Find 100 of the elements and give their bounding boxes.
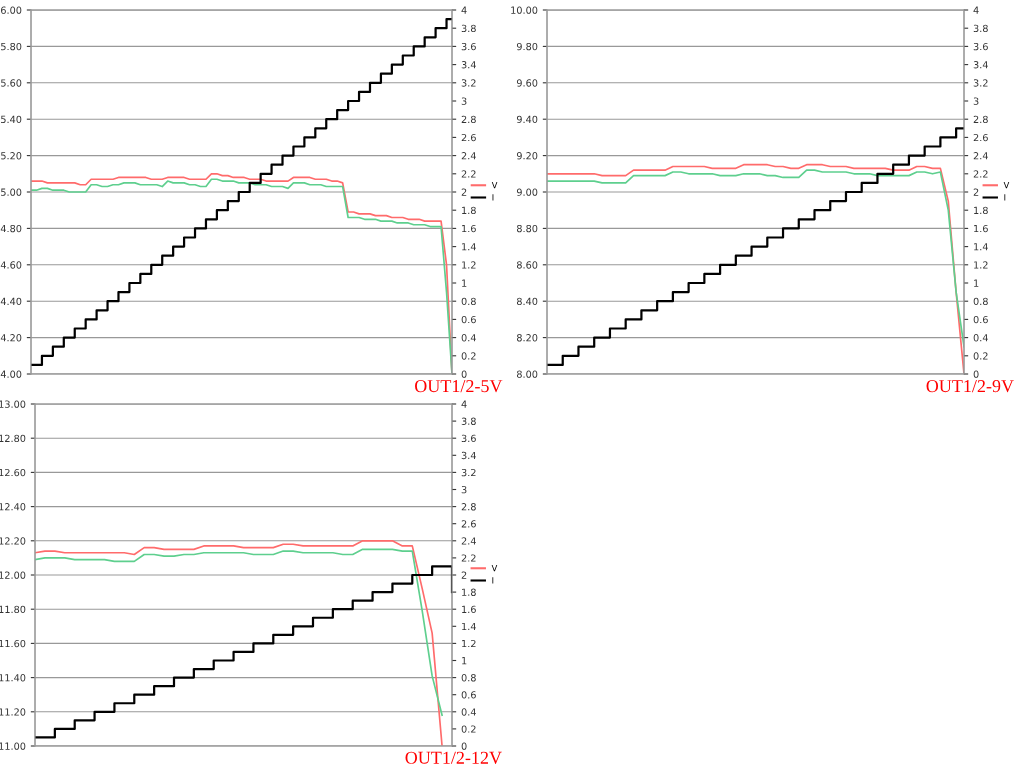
y-tick-label: 4.40 [0,297,22,306]
y-tick-label: 4.60 [0,261,22,269]
y2-tick-label: 2.2 [973,170,988,178]
y-tick-label: 10.00 [511,6,538,14]
y2-tick-label: 0.8 [461,674,476,682]
y2-tick-label: 4 [461,400,467,408]
y2-tick-label: 2.8 [973,115,988,124]
y2-tick-label: 2.6 [461,133,476,142]
y2-tick-label: 3 [461,485,467,494]
y2-tick-label: 1.2 [462,639,476,648]
y2-tick-label: 0.6 [973,315,988,324]
y2-tick-label: 0.6 [461,691,476,699]
y-tick-label: 11.20 [0,708,26,716]
y2-tick-label: 0.8 [461,297,476,306]
y2-tick-label: 3.2 [461,468,476,477]
y2-tick-label: 3.2 [461,79,476,87]
y2-tick-label: 1.4 [462,622,476,630]
y-tick-label: 8.60 [516,261,538,269]
y2-tick-label: 2.4 [461,537,476,545]
y2-tick-label: 3 [973,97,979,105]
y-tick-label: 6.00 [1,6,22,14]
y2-tick-label: 4 [973,6,979,14]
y-tick-label: 9.80 [516,42,538,51]
y2-tick-label: 0.4 [461,708,476,716]
y-tick-label: 9.60 [516,79,538,87]
y-tick-label: 4.00 [0,370,22,378]
y2-tick-label: 2.2 [461,554,476,562]
legend-label: I [492,194,494,201]
y-tick-label: 11.40 [0,674,26,682]
y2-tick-label: 1.8 [974,206,988,215]
y-tick-label: 8.00 [516,370,538,378]
y2-tick-label: 1.6 [974,224,988,233]
y2-tick-label: 2 [973,188,979,196]
y2-tick-label: 2.8 [461,503,476,511]
y-tick-label: 8.80 [516,224,538,233]
y2-tick-label: 2 [461,571,467,579]
y-tick-label: 12.20 [0,537,26,545]
legend-label: I [1004,194,1006,201]
legend-label: V [491,182,498,189]
y2-tick-label: 3.6 [973,42,988,51]
y2-tick-label: 2.6 [973,133,988,142]
y2-tick-label: 2.6 [461,520,476,528]
y2-tick-label: 2.2 [461,170,476,178]
y2-tick-label: 3.2 [973,79,988,87]
y2-tick-label: 1.4 [974,243,988,251]
y2-tick-label: 1.2 [974,261,988,269]
y2-tick-label: 0 [973,370,979,378]
y2-tick-label: 1.6 [462,224,476,233]
legend-label: V [491,565,498,572]
y2-tick-label: 0.4 [461,334,476,342]
y-tick-label: 9.00 [516,188,538,196]
y-tick-label: 9.20 [516,152,538,160]
y2-tick-label: 1 [462,279,467,287]
text: OUT1/2-5V [415,380,503,393]
y2-tick-label: 1.8 [462,206,476,215]
y2-tick-label: 2 [461,188,467,196]
y-tick-label: 5.80 [1,42,22,51]
y-tick-label: 11.60 [0,639,26,648]
y-tick-label: 5.40 [1,115,22,124]
y2-tick-label: 1 [974,279,979,287]
y2-tick-label: 3.8 [461,24,476,33]
y2-tick-label: 1.4 [462,243,476,251]
y-tick-label: 5.60 [1,79,22,87]
y-tick-label: 4.20 [0,334,22,342]
text: OUT1/2-12V [405,751,502,764]
y-tick-label: 12.00 [0,571,26,579]
y-tick-label: 5.20 [1,152,22,160]
y2-tick-label: 3.6 [461,434,476,443]
y2-tick-label: 4 [461,6,467,14]
y2-tick-label: 1 [462,657,467,665]
y2-tick-label: 2.8 [461,115,476,124]
y2-tick-label: 0.4 [973,334,988,342]
y2-tick-label: 3.8 [973,24,988,33]
y-tick-label: 12.80 [0,434,26,443]
line-series [35,539,443,746]
text: OUT1/2-9V [926,380,1014,393]
y-tick-label: 8.20 [516,334,538,342]
y2-tick-label: 0.2 [973,352,988,360]
y2-tick-label: 2.4 [461,152,476,160]
y2-tick-label: 0.6 [461,315,476,324]
y-tick-label: 9.40 [516,115,538,124]
y-tick-label: 5.00 [1,188,22,196]
y2-tick-label: 3.4 [461,451,476,460]
y-tick-label: 8.40 [516,297,538,306]
y-tick-label: 12.40 [0,503,26,511]
line-series [35,548,443,717]
y-tick-label: 11.80 [0,605,26,614]
y-tick-label: 11.00 [0,742,26,750]
y2-tick-label: 1.6 [462,605,476,614]
y-tick-label: 4.80 [0,224,22,233]
y2-tick-label: 3.4 [461,61,476,69]
y2-tick-label: 3.4 [973,61,988,69]
legend-label: V [1003,182,1010,189]
y-tick-label: 13.00 [0,400,26,408]
y2-tick-label: 0.8 [973,297,988,306]
y2-tick-label: 2.4 [973,152,988,160]
y-tick-label: 12.60 [0,468,26,477]
y2-tick-label: 3.8 [461,417,476,425]
y2-tick-label: 0 [461,742,467,750]
y2-tick-label: 0.2 [461,725,476,733]
